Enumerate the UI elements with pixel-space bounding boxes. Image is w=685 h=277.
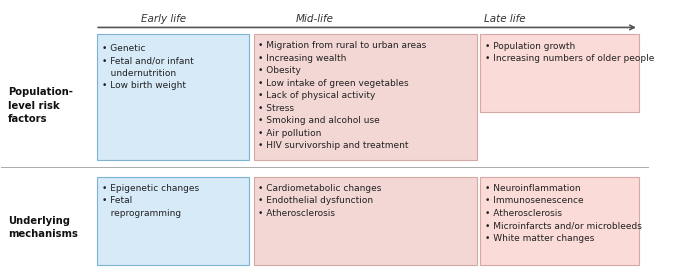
FancyBboxPatch shape xyxy=(253,34,477,160)
FancyBboxPatch shape xyxy=(97,177,249,265)
Text: • Neuroinflammation
• Immunosenescence
• Atherosclerosis
• Microinfarcts and/or : • Neuroinflammation • Immunosenescence •… xyxy=(485,184,642,243)
Text: Early life: Early life xyxy=(140,14,186,24)
FancyBboxPatch shape xyxy=(480,177,639,265)
Text: • Population growth
• Increasing numbers of older people: • Population growth • Increasing numbers… xyxy=(485,42,654,63)
Text: Population-
level risk
factors: Population- level risk factors xyxy=(8,87,73,124)
Text: • Genetic
• Fetal and/or infant
   undernutrition
• Low birth weight: • Genetic • Fetal and/or infant undernut… xyxy=(101,44,193,90)
FancyBboxPatch shape xyxy=(97,34,249,160)
Text: Mid-life: Mid-life xyxy=(296,14,334,24)
Text: • Epigenetic changes
• Fetal
   reprogramming: • Epigenetic changes • Fetal reprogrammi… xyxy=(101,184,199,218)
Text: • Migration from rural to urban areas
• Increasing wealth
• Obesity
• Low intake: • Migration from rural to urban areas • … xyxy=(258,41,427,150)
Text: • Cardiometabolic changes
• Endothelial dysfunction
• Atherosclerosis: • Cardiometabolic changes • Endothelial … xyxy=(258,184,382,218)
FancyBboxPatch shape xyxy=(253,177,477,265)
Text: Late life: Late life xyxy=(484,14,525,24)
Text: Underlying
mechanisms: Underlying mechanisms xyxy=(8,216,77,239)
FancyBboxPatch shape xyxy=(480,34,639,112)
